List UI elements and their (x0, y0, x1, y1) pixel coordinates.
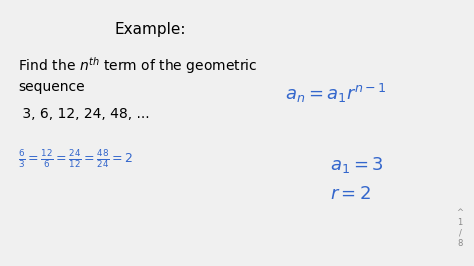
Text: $r = 2$: $r = 2$ (330, 185, 371, 203)
Text: Find the $n^{th}$ term of the geometric: Find the $n^{th}$ term of the geometric (18, 55, 257, 76)
Text: sequence: sequence (18, 80, 85, 94)
Text: $\frac{6}{3} = \frac{12}{6} = \frac{24}{12} = \frac{48}{24} = 2$: $\frac{6}{3} = \frac{12}{6} = \frac{24}{… (18, 148, 133, 170)
Text: $a_n= a_1 r^{n-1}$: $a_n= a_1 r^{n-1}$ (285, 82, 387, 105)
Text: Example:: Example: (114, 22, 186, 37)
Text: ^
1
/
8: ^ 1 / 8 (456, 208, 464, 248)
Text: $a_1= 3$: $a_1= 3$ (330, 155, 383, 175)
Text: 3, 6, 12, 24, 48, ...: 3, 6, 12, 24, 48, ... (18, 107, 150, 121)
